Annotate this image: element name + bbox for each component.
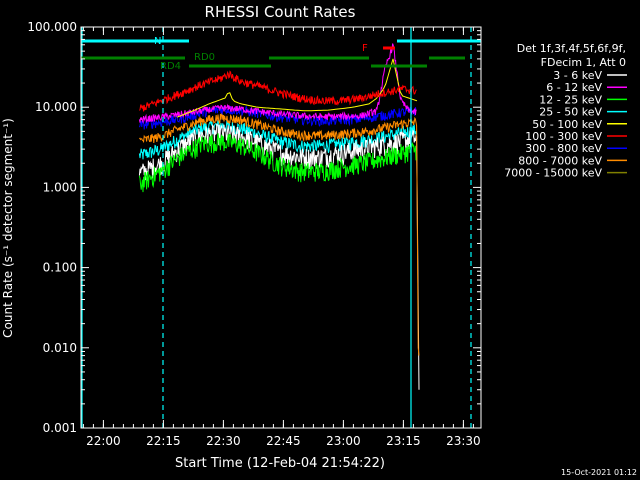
legend-header-line-1: Det 1f,3f,4f,5f,6f,9f, (517, 42, 626, 55)
y-tick-label: 0.010 (43, 341, 77, 355)
legend-entry-label: 50 - 100 keV (532, 118, 602, 131)
x-tick-label: 22:30 (206, 434, 241, 448)
y-tick-label: 10.000 (35, 100, 77, 114)
legend-entry-label: 7000 - 15000 keV (504, 167, 602, 180)
legend-entry-label: 6 - 12 keV (546, 81, 602, 94)
legend-entry-label: 300 - 800 keV (525, 142, 602, 155)
flag-label: RD4 (160, 61, 181, 72)
legend-entry-label: 25 - 50 keV (539, 106, 602, 119)
y-tick-label: 1.000 (43, 180, 77, 194)
y-axis-label: Count Rate (s⁻¹ detector segment⁻¹) (1, 118, 15, 338)
y-tick-label: 0.001 (43, 421, 77, 435)
y-tick-label: 100.000 (27, 20, 77, 34)
x-tick-label: 22:15 (146, 434, 181, 448)
legend-entry-label: 800 - 7000 keV (518, 154, 602, 167)
x-tick-label: 23:15 (386, 434, 421, 448)
annotation-layer: RD0 RD4 N F (81, 27, 481, 428)
series-line-800-7000-kev (139, 111, 420, 356)
legend-entry-label: 12 - 25 keV (539, 93, 602, 106)
y-tick-label: 0.100 (43, 261, 77, 275)
x-axis-label: Start Time (12-Feb-04 21:54:22) (175, 456, 385, 471)
x-tick-label: 23:00 (326, 434, 361, 448)
series-line-3-6-kev (138, 123, 420, 390)
series-line-100-300-kev (139, 70, 417, 112)
legend-entry-label: 100 - 300 keV (525, 130, 602, 143)
legend-entry-label: 3 - 6 keV (553, 69, 602, 82)
legend: Det 1f,3f,4f,5f,6f,9f, FDecim 1, Att 0 3… (504, 42, 627, 180)
series-line-300-800-kev (138, 105, 417, 130)
series-line-12-25-kev (138, 133, 418, 193)
x-tick-label: 23:30 (446, 434, 481, 448)
series-line-50-100-kev (176, 58, 418, 118)
legend-header-line-2: FDecim 1, Att 0 (541, 56, 626, 69)
chart-title: RHESSI Count Rates (205, 3, 356, 21)
y-tick-labels: 100.000 10.000 1.000 0.100 0.010 0.001 (27, 20, 77, 435)
flag-label: N (154, 36, 161, 47)
x-tick-label: 22:00 (86, 434, 121, 448)
x-tick-labels: 22:00 22:15 22:30 22:45 23:00 23:15 23:30 (86, 434, 481, 448)
flag-label: RD0 (194, 52, 215, 63)
data-layer (138, 43, 420, 390)
x-tick-label: 22:45 (266, 434, 301, 448)
plot-frame (80, 26, 482, 429)
footer-timestamp: 15-Oct-2021 01:12 (561, 468, 637, 477)
flag-label: F (362, 43, 368, 54)
series-line-6-12-kev (138, 43, 417, 124)
axis-ticks (81, 26, 481, 429)
